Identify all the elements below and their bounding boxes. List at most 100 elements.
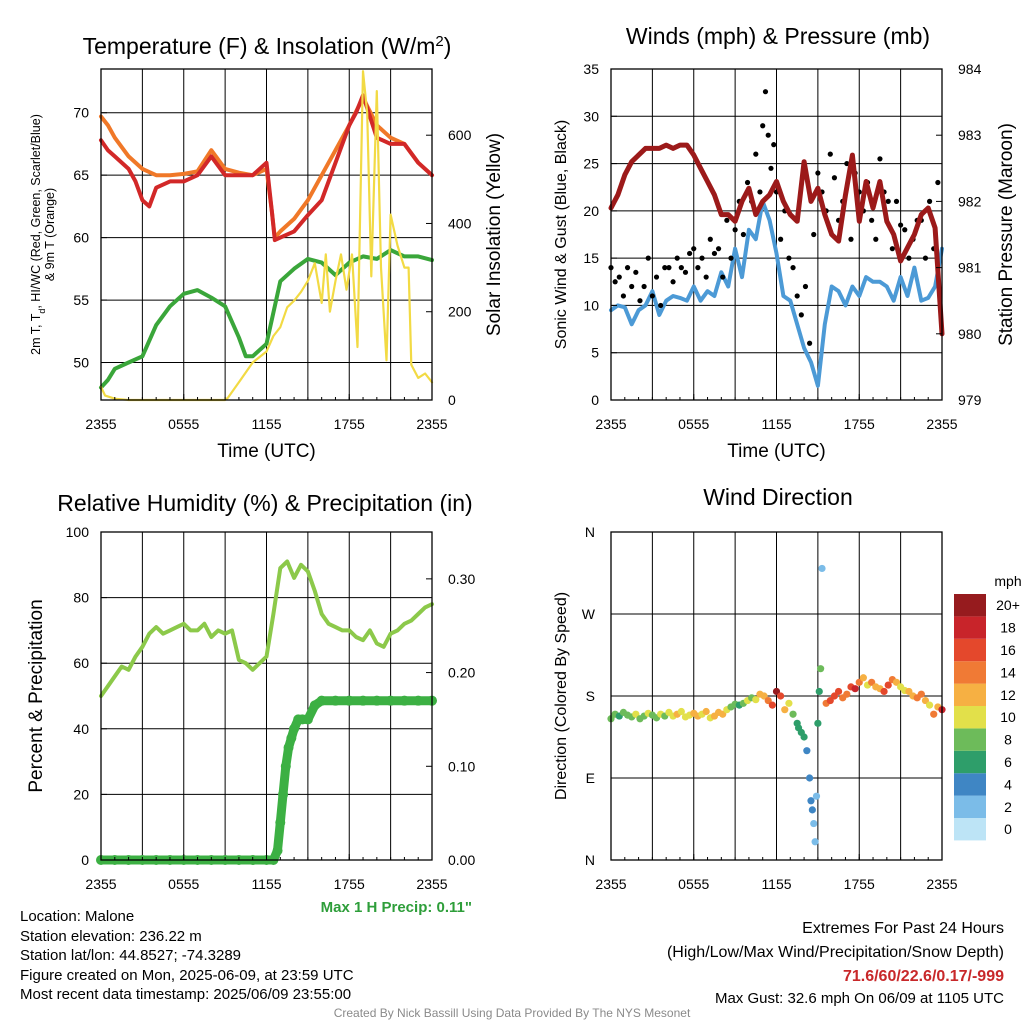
x-tick-label: 1155	[761, 416, 791, 432]
x-tick-label: 1155	[251, 416, 281, 432]
gust-point	[760, 123, 766, 129]
wind-direction-point	[818, 564, 826, 573]
y2-tick-label: 982	[958, 193, 982, 209]
colorbar-tick-label: 14	[1000, 664, 1016, 680]
x-tick-label: 0555	[168, 876, 199, 892]
y-tick-label: 100	[66, 524, 90, 540]
y-tick-label: 0	[81, 852, 89, 868]
gust-point	[807, 340, 813, 346]
wind-direction-point	[880, 687, 888, 696]
wind-direction-title: Wind Direction	[703, 484, 853, 510]
colorbar-swatch	[954, 818, 986, 841]
y-tick-label: E	[586, 770, 595, 786]
colorbar-swatch	[954, 683, 986, 706]
colorbar-swatch	[954, 750, 986, 774]
colorbar-swatch	[954, 706, 986, 729]
wind-direction-point	[803, 747, 811, 755]
wind-direction-point	[826, 696, 834, 705]
gust-point	[893, 198, 900, 204]
extremes-legend: (High/Low/Max Wind/Precipitation/Snow De…	[666, 944, 1004, 961]
station-pressure-line	[608, 142, 945, 337]
gust-point	[620, 293, 627, 299]
wind-direction-point	[925, 701, 934, 709]
colorbar-swatch	[954, 728, 986, 751]
x-tick-label: 2355	[85, 876, 116, 892]
x-tick-label: 0555	[678, 876, 709, 892]
gust-point	[765, 132, 771, 138]
gust-point	[666, 265, 672, 271]
wind-direction-point	[808, 806, 816, 814]
y-axis-label-line: & 9m T (Orange)	[43, 188, 57, 281]
wind-direction-panel: Wind Direction 2355 0555 1155 1755 2355NESWN…	[553, 484, 1022, 892]
y2-tick-label: 981	[958, 260, 982, 276]
wind-direction-point	[677, 707, 685, 716]
extremes-box: Extremes For Past 24 Hours (High/Low/Max…	[667, 917, 1004, 1009]
wind-direction-point	[921, 696, 930, 705]
colorbar-swatch	[954, 616, 986, 639]
gust-point	[873, 236, 879, 242]
y-tick-label: 15	[583, 250, 599, 266]
gust-point	[732, 227, 738, 233]
gust-point	[703, 274, 709, 280]
gust-point	[885, 198, 891, 204]
y2-axis-label: Solar Insolation (Yellow)	[484, 133, 505, 336]
colorbar-swatch	[954, 773, 986, 796]
y-tick-label: 60	[73, 655, 89, 671]
gust-point	[653, 274, 660, 280]
wind-direction-point	[752, 696, 760, 704]
colorbar-tick-label: 2	[1004, 799, 1012, 815]
wind-direction-point	[777, 692, 785, 700]
gust-point	[790, 265, 796, 271]
wind-direction-point	[884, 681, 892, 689]
gust-point	[771, 142, 777, 148]
y2-tick-label: 200	[448, 304, 472, 320]
colorbar-tick-label: 16	[1000, 642, 1016, 658]
gust-point	[794, 293, 800, 299]
y-tick-label: 70	[73, 105, 89, 121]
sonic-wind-line	[609, 199, 944, 388]
gust-point	[724, 217, 730, 223]
wind-direction-point	[719, 710, 727, 718]
gust-point	[678, 265, 684, 271]
gust-point	[935, 179, 941, 186]
humidity-panel: Relative Humidity (%) & Precipitation (i…	[26, 490, 475, 916]
colorbar-tick-label: 12	[1000, 687, 1016, 703]
x-tick-label: 2355	[595, 416, 626, 432]
x-tick-label: 1755	[844, 416, 875, 432]
gust-point	[902, 227, 908, 233]
y-axis-label-line: 2m T, T	[29, 313, 43, 355]
gust-point	[682, 269, 689, 275]
y2-tick-label: 979	[958, 392, 982, 408]
wind-direction-point	[851, 685, 859, 693]
y-axis-label: Direction (Colored By Speed)	[553, 592, 570, 800]
wind-direction-point	[800, 733, 808, 741]
gust-point	[877, 156, 883, 162]
y-tick-label: 10	[583, 297, 599, 313]
gust-point	[616, 274, 622, 280]
winds-title: Winds (mph) & Pressure (mb)	[626, 23, 930, 49]
temperature-panel: Temperature (F) & Insolation (W/m2) 2355…	[29, 33, 505, 463]
colorbar-swatch	[954, 661, 986, 684]
gust-point	[889, 246, 895, 252]
wind-direction-point	[702, 707, 710, 716]
wind-direction-point	[768, 701, 776, 709]
wind-direction-point	[811, 838, 819, 846]
x-tick-label: 0555	[168, 416, 199, 432]
y-tick-label: 40	[73, 721, 89, 737]
gust-point	[633, 269, 639, 275]
wind-direction-point	[789, 710, 797, 718]
y-axis-label-line: , HI/WC (Red, Green, Scarlet/Blue)	[29, 114, 43, 309]
gust-point	[831, 175, 838, 181]
y-axis-label: Percent & Precipitation	[26, 599, 47, 792]
y2-tick-label: 984	[958, 61, 982, 77]
gust-point	[802, 283, 809, 290]
gust-point	[869, 217, 875, 223]
y2-tick-label: 0.10	[448, 758, 475, 774]
x-tick-label: 2355	[416, 416, 447, 432]
gust-point	[744, 179, 751, 186]
gust-point	[707, 236, 713, 242]
x-tick-label: 1755	[334, 416, 365, 432]
created-text: Figure created on Mon, 2025-06-09, at 23…	[20, 966, 354, 984]
humidity-title: Relative Humidity (%) & Precipitation (i…	[57, 490, 472, 516]
